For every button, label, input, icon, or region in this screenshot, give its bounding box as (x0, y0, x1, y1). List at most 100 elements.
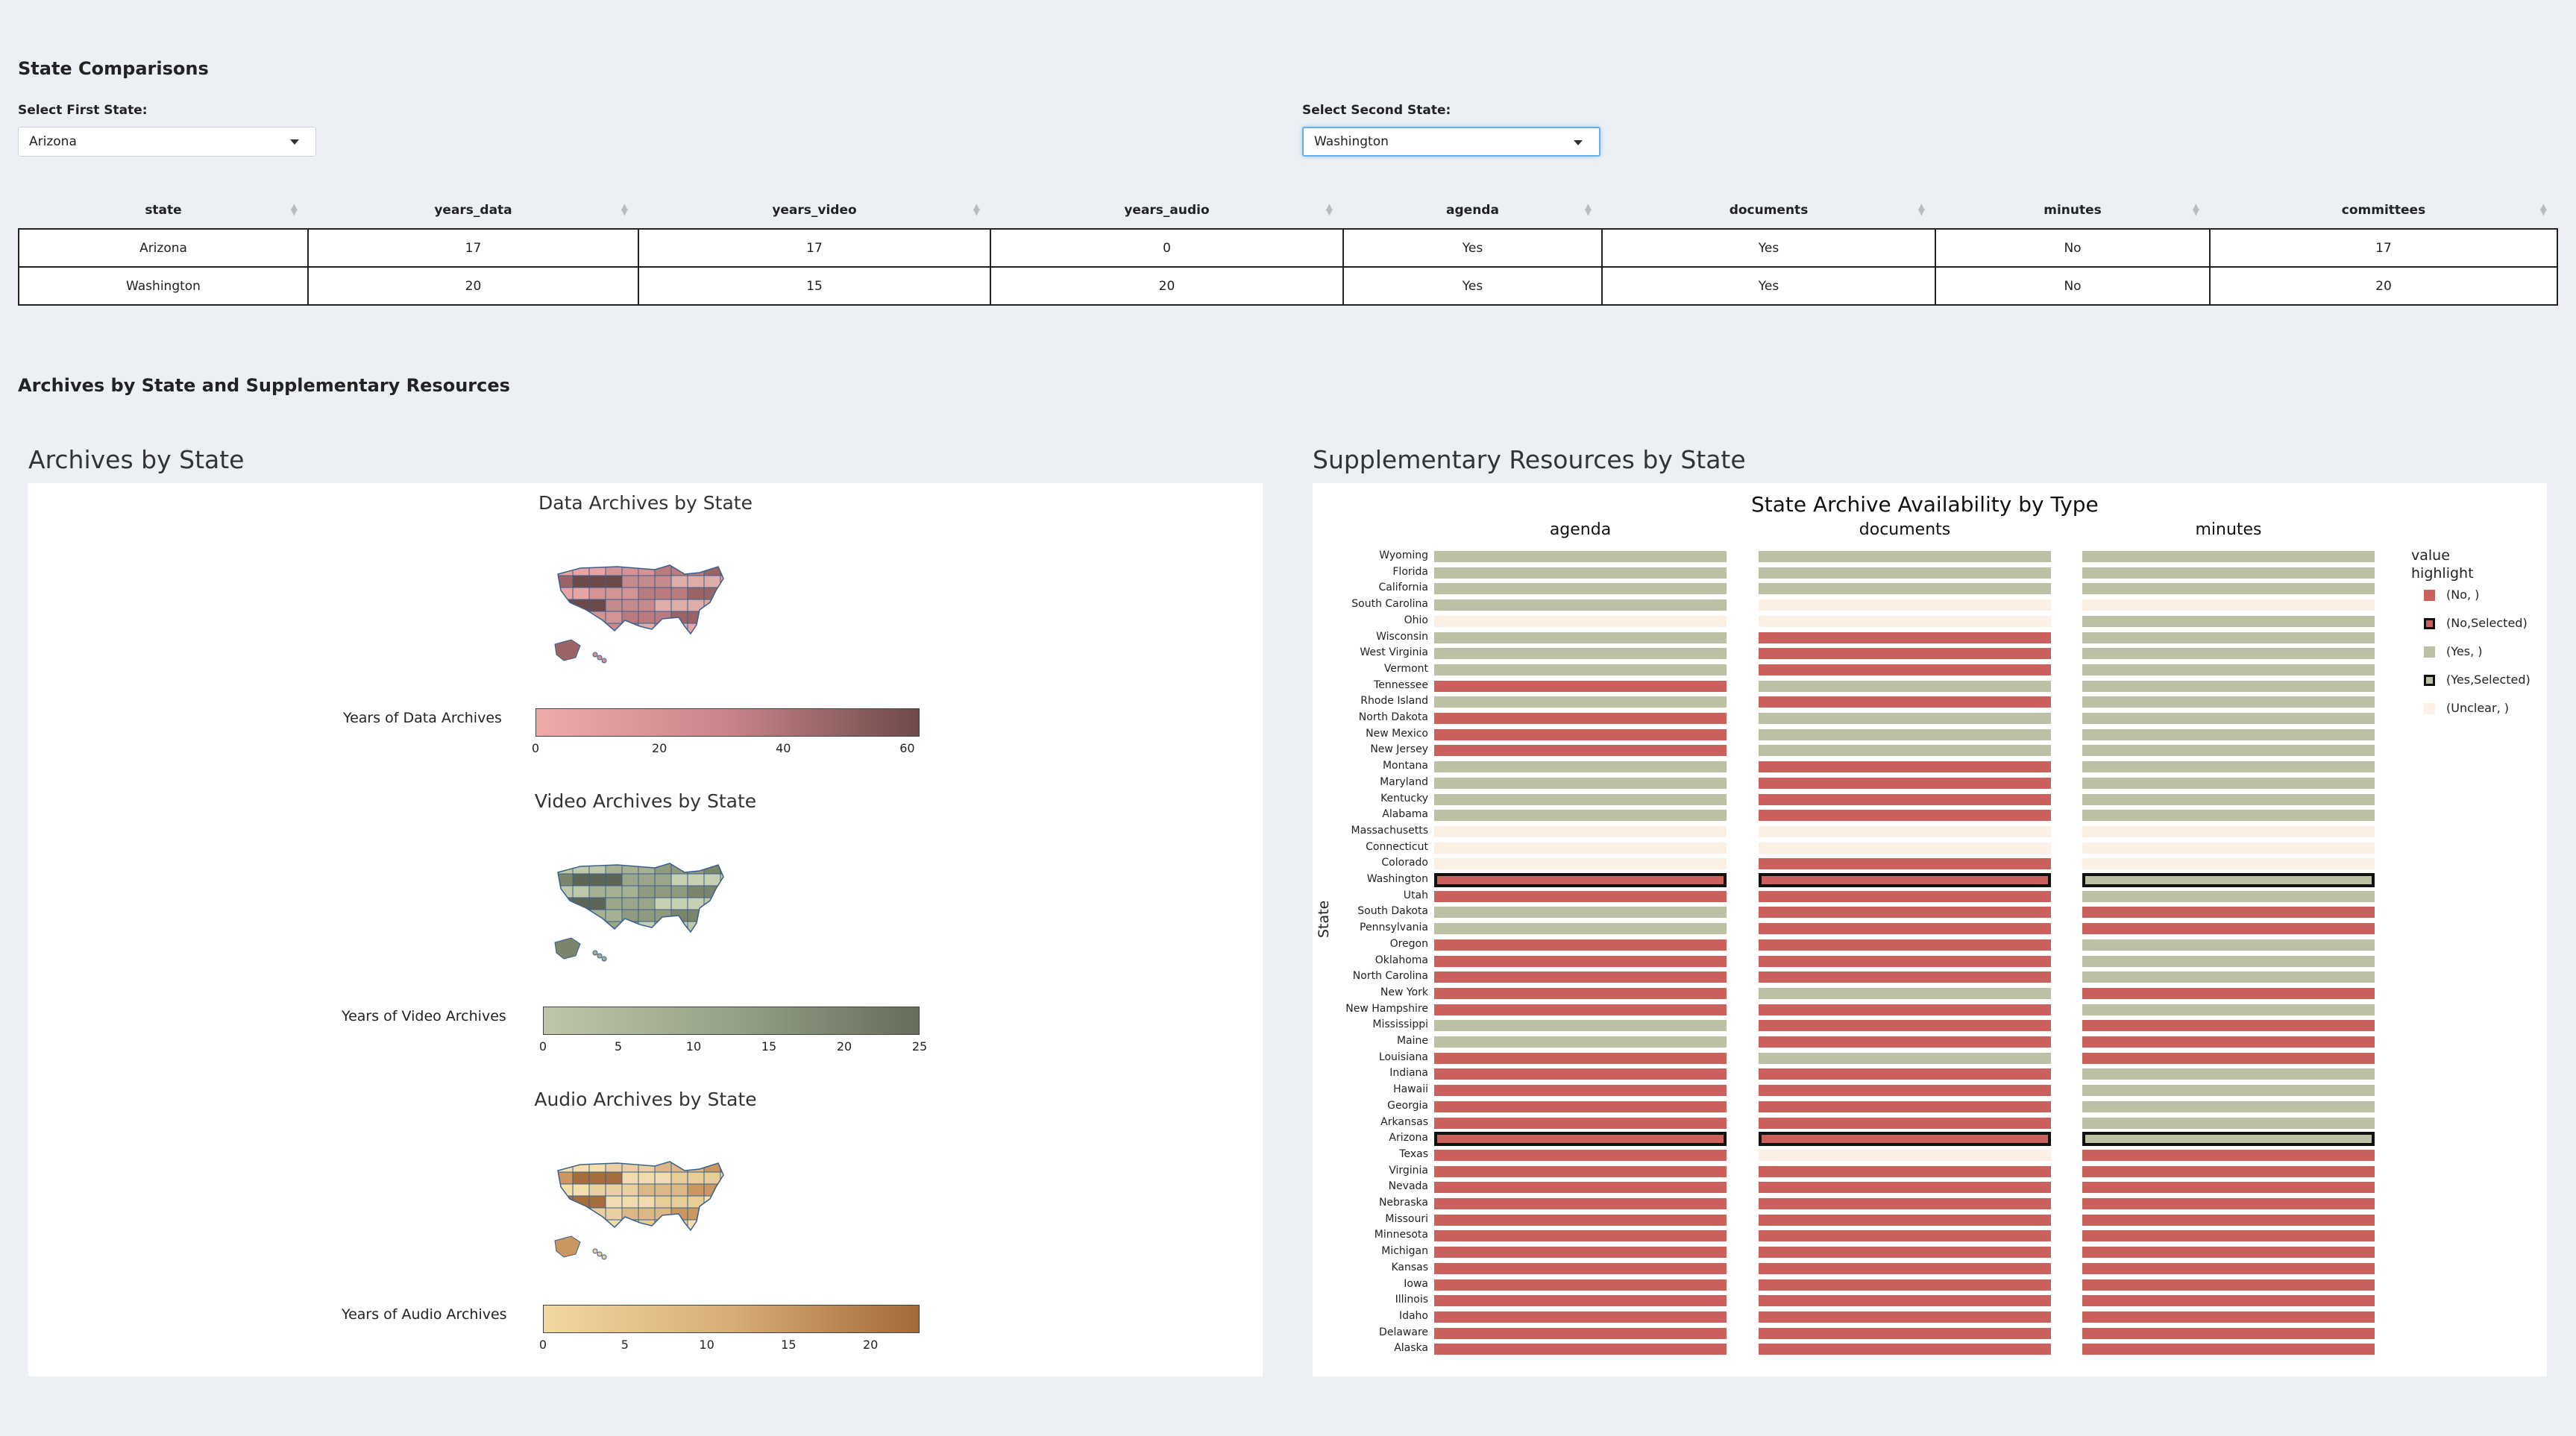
heatmap-cell[interactable] (1434, 599, 1727, 611)
heatmap-cell[interactable] (1434, 1344, 1727, 1355)
heatmap-cell[interactable] (2082, 664, 2375, 676)
heatmap-cell[interactable] (2082, 567, 2375, 579)
heatmap-cell[interactable] (1434, 648, 1727, 660)
legend-swatch[interactable] (2424, 703, 2435, 714)
heatmap-cell[interactable] (1434, 810, 1727, 822)
heatmap-cell[interactable] (2082, 810, 2375, 822)
heatmap-cell[interactable] (2082, 907, 2375, 919)
heatmap-cell[interactable] (1434, 1036, 1727, 1048)
legend-swatch[interactable] (2424, 646, 2435, 658)
heatmap-cell[interactable] (1759, 1149, 2051, 1161)
legend-swatch[interactable] (2424, 675, 2435, 686)
sort-icon[interactable]: ▲ ▼ (2539, 201, 2547, 217)
heatmap-cell[interactable] (1759, 1311, 2051, 1323)
heatmap-cell[interactable] (1434, 842, 1727, 854)
sort-icon[interactable]: ▲ ▼ (2192, 201, 2199, 217)
heatmap-cell[interactable] (1759, 648, 2051, 660)
heatmap-cell[interactable] (2082, 1020, 2375, 1032)
heatmap-cell[interactable] (2082, 1262, 2375, 1274)
heatmap-cell[interactable] (1759, 1052, 2051, 1064)
us-choropleth-map[interactable] (550, 856, 737, 983)
heatmap-cell[interactable] (1759, 907, 2051, 919)
heatmap-cell[interactable] (2082, 1182, 2375, 1194)
heatmap-cell[interactable] (1759, 1182, 2051, 1194)
sort-icon[interactable]: ▲ ▼ (1917, 201, 1925, 217)
heatmap-cell[interactable] (1434, 632, 1727, 643)
heatmap-cell[interactable] (1759, 551, 2051, 562)
heatmap-cell[interactable] (1759, 664, 2051, 676)
heatmap-cell[interactable] (1434, 761, 1727, 773)
heatmap-cell[interactable] (2082, 825, 2375, 837)
heatmap-cell[interactable] (1759, 680, 2051, 692)
heatmap-cell[interactable] (1759, 1132, 2051, 1147)
heatmap-cell[interactable] (1759, 858, 2051, 870)
heatmap-cell[interactable] (2082, 1247, 2375, 1259)
heatmap-cell[interactable] (1434, 615, 1727, 627)
legend-item-label[interactable]: (Yes, ) (2446, 644, 2483, 658)
column-header-documents[interactable]: documents ▲ ▼ (1602, 192, 1935, 229)
sort-icon[interactable]: ▲ ▼ (1584, 201, 1592, 217)
heatmap-cell[interactable] (1759, 615, 2051, 627)
heatmap-cell[interactable] (1759, 599, 2051, 611)
first-state-select[interactable]: Arizona (18, 127, 316, 157)
heatmap-cell[interactable] (1759, 923, 2051, 935)
heatmap-cell[interactable] (1434, 825, 1727, 837)
legend-item-label[interactable]: (Unclear, ) (2446, 701, 2509, 715)
heatmap-cell[interactable] (1759, 745, 2051, 757)
heatmap-cell[interactable] (2082, 615, 2375, 627)
heatmap-cell[interactable] (1759, 777, 2051, 789)
column-header-years-video[interactable]: years_video ▲ ▼ (638, 192, 990, 229)
heatmap-cell[interactable] (2082, 1052, 2375, 1064)
heatmap-cell[interactable] (2082, 1311, 2375, 1323)
heatmap-cell[interactable] (1759, 1295, 2051, 1307)
heatmap-cell[interactable] (1759, 873, 2051, 887)
heatmap-cell[interactable] (1434, 728, 1727, 740)
heatmap-cell[interactable] (2082, 1100, 2375, 1112)
heatmap-cell[interactable] (1759, 1230, 2051, 1242)
heatmap-cell[interactable] (2082, 842, 2375, 854)
heatmap-cell[interactable] (1759, 1004, 2051, 1015)
heatmap-cell[interactable] (1434, 777, 1727, 789)
heatmap-cell[interactable] (1759, 987, 2051, 999)
colorbar[interactable] (535, 708, 920, 737)
legend-item-label[interactable]: (No, ) (2446, 588, 2480, 602)
heatmap-cell[interactable] (1434, 1198, 1727, 1209)
heatmap-cell[interactable] (2082, 1214, 2375, 1226)
heatmap-cell[interactable] (1759, 1036, 2051, 1048)
heatmap-cell[interactable] (1759, 810, 2051, 822)
heatmap-cell[interactable] (1759, 1100, 2051, 1112)
heatmap-cell[interactable] (1434, 923, 1727, 935)
heatmap-cell[interactable] (1759, 1068, 2051, 1080)
heatmap-cell[interactable] (1434, 745, 1727, 757)
heatmap-cell[interactable] (1434, 1004, 1727, 1015)
heatmap-cell[interactable] (2082, 599, 2375, 611)
heatmap-cell[interactable] (1434, 1085, 1727, 1097)
heatmap-cell[interactable] (1434, 1132, 1727, 1147)
heatmap-cell[interactable] (1759, 971, 2051, 983)
heatmap-cell[interactable] (1434, 1068, 1727, 1080)
legend-swatch[interactable] (2424, 618, 2435, 629)
heatmap-cell[interactable] (1434, 567, 1727, 579)
heatmap-cell[interactable] (1434, 696, 1727, 708)
heatmap-cell[interactable] (1434, 1149, 1727, 1161)
heatmap-cell[interactable] (1759, 842, 2051, 854)
heatmap-cell[interactable] (1434, 793, 1727, 805)
heatmap-cell[interactable] (1434, 858, 1727, 870)
heatmap-cell[interactable] (2082, 1068, 2375, 1080)
us-choropleth-map[interactable] (550, 558, 737, 684)
heatmap-cell[interactable] (1434, 1117, 1727, 1129)
heatmap-cell[interactable] (2082, 1279, 2375, 1291)
heatmap-cell[interactable] (2082, 713, 2375, 724)
heatmap-cell[interactable] (2082, 696, 2375, 708)
heatmap-cell[interactable] (1434, 1052, 1727, 1064)
column-header-years-data[interactable]: years_data ▲ ▼ (308, 192, 638, 229)
heatmap-cell[interactable] (2082, 955, 2375, 967)
heatmap-cell[interactable] (2082, 1344, 2375, 1355)
heatmap-cell[interactable] (1434, 1100, 1727, 1112)
column-header-agenda[interactable]: agenda ▲ ▼ (1343, 192, 1602, 229)
column-header-years-audio[interactable]: years_audio ▲ ▼ (990, 192, 1343, 229)
heatmap-cell[interactable] (2082, 1132, 2375, 1147)
us-choropleth-map[interactable] (550, 1154, 737, 1281)
sort-icon[interactable]: ▲ ▼ (973, 201, 980, 217)
heatmap-cell[interactable] (1434, 551, 1727, 562)
